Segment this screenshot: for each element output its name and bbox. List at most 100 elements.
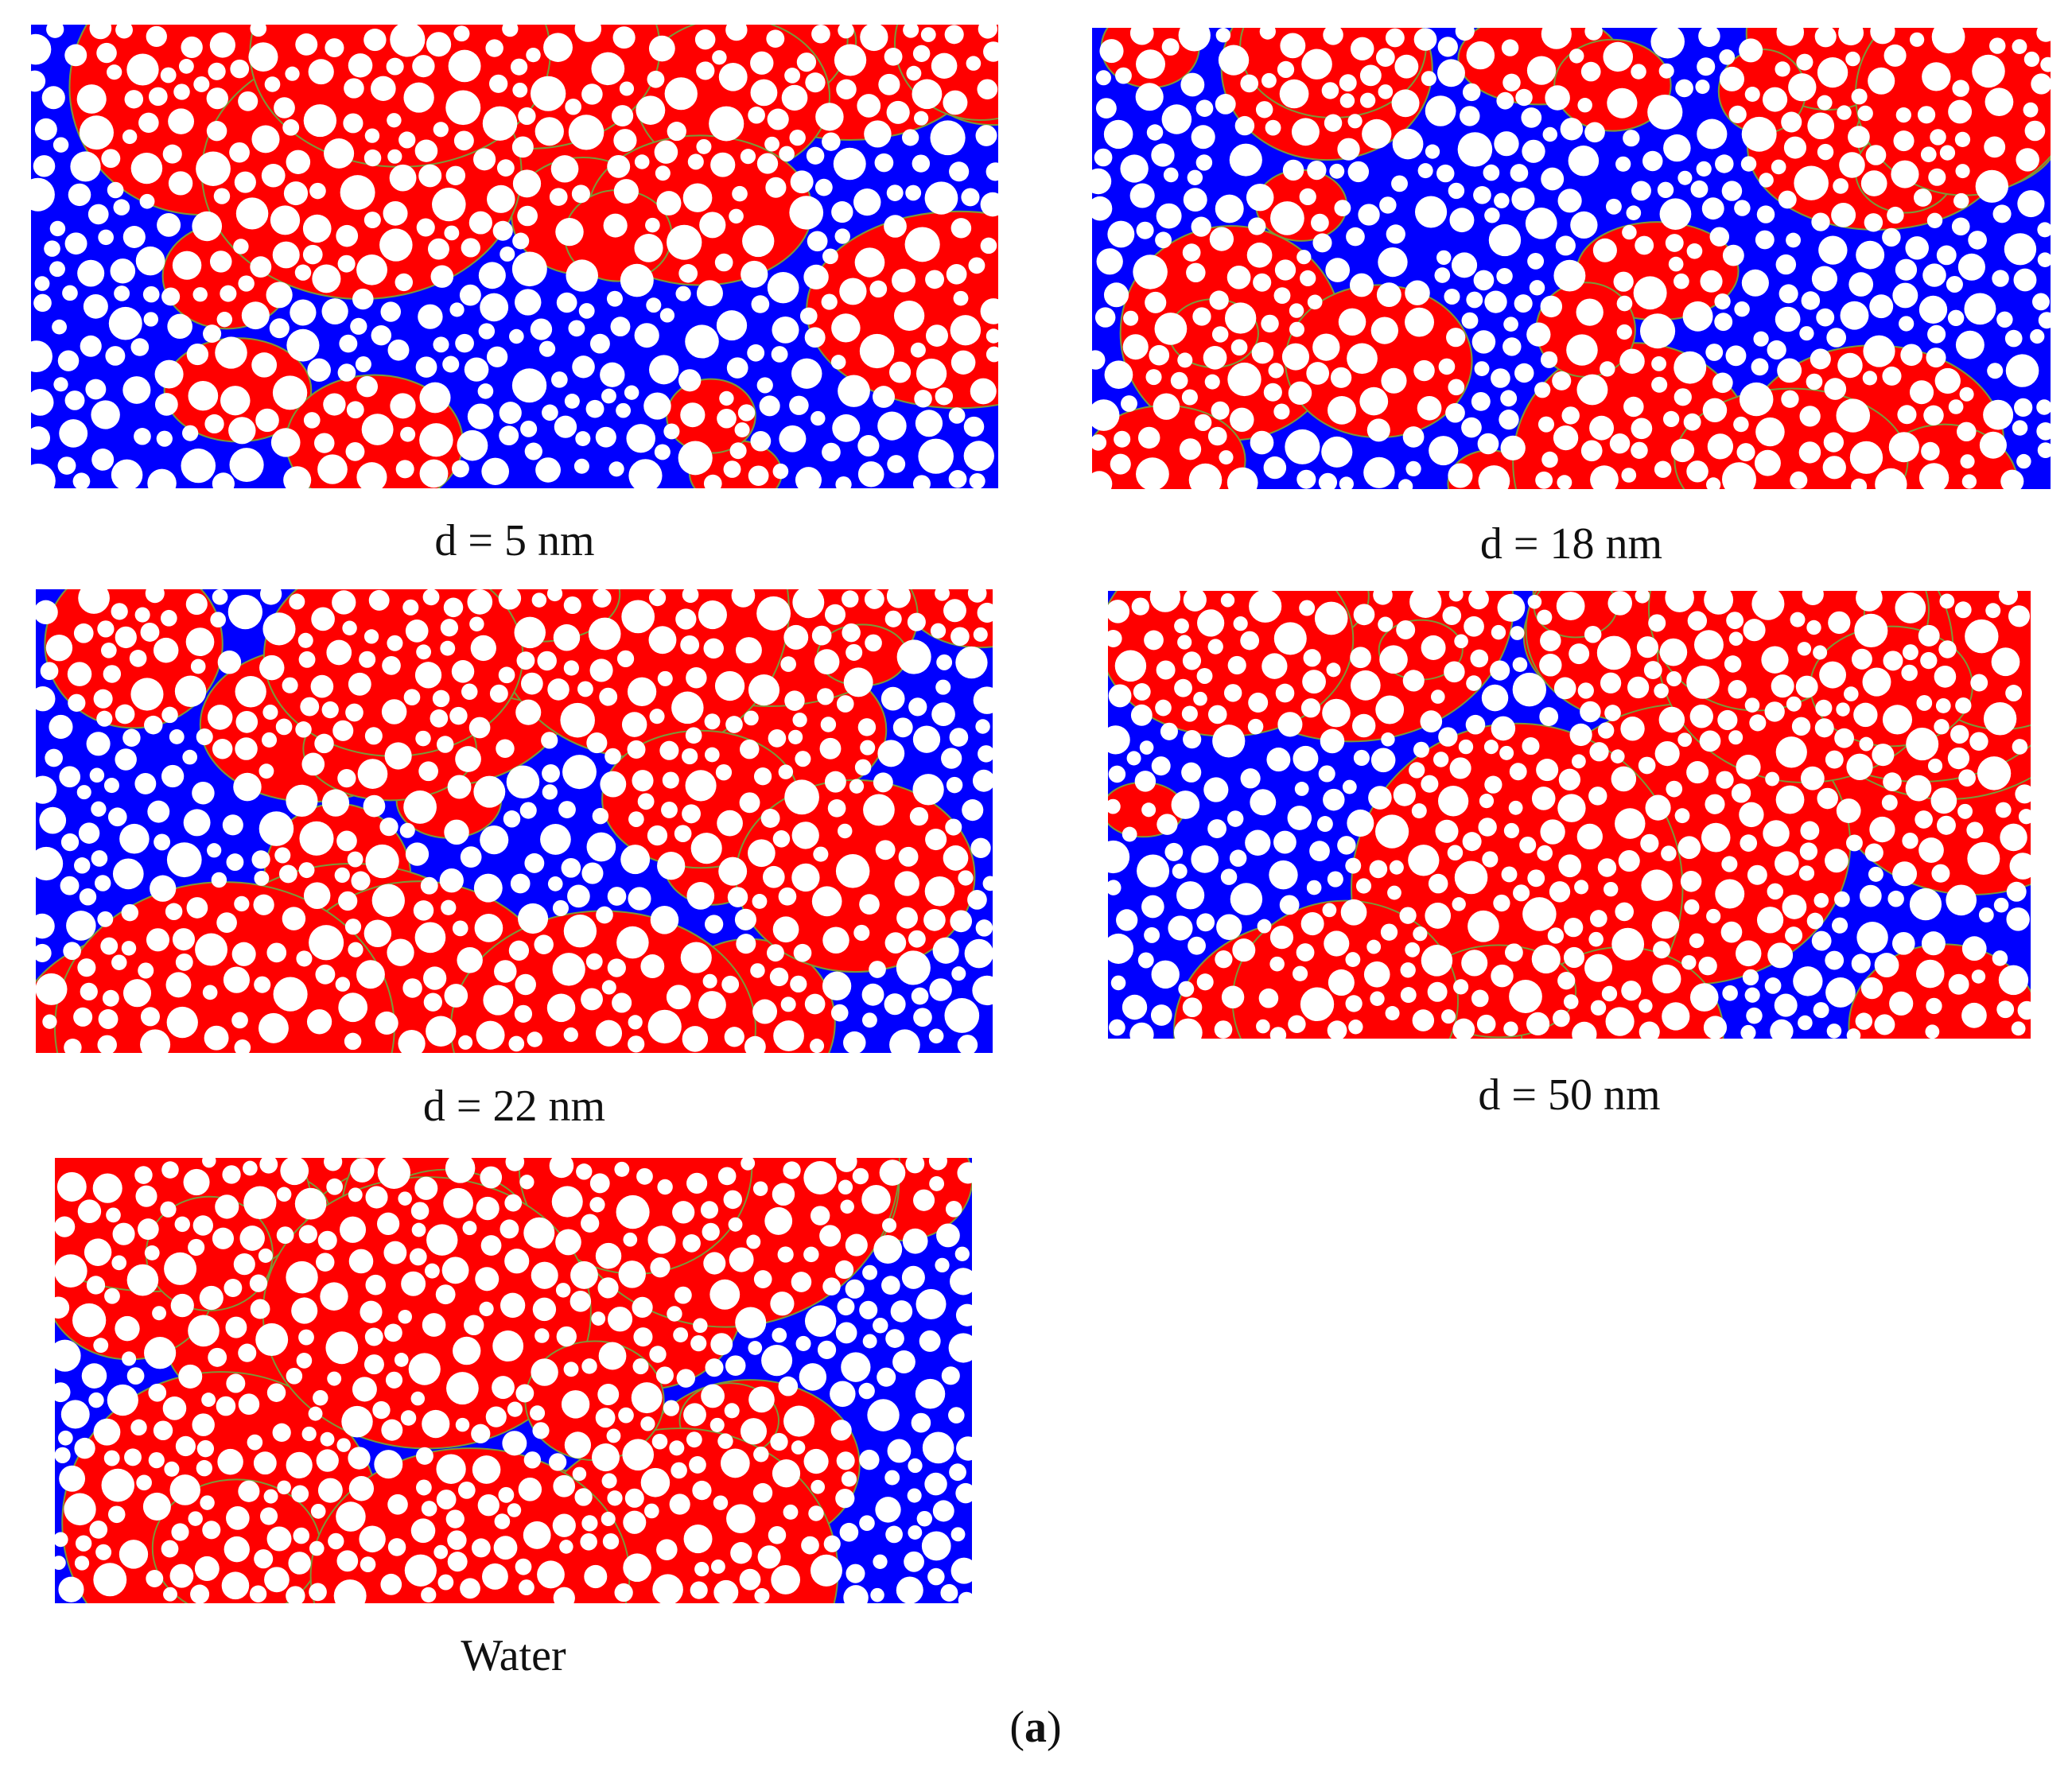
grain — [1741, 116, 1777, 152]
grain — [172, 251, 202, 280]
grain — [1531, 787, 1556, 810]
grain — [316, 1449, 339, 1472]
grain — [270, 428, 301, 457]
grain — [424, 1263, 440, 1279]
grain — [175, 1435, 196, 1457]
grain — [563, 915, 597, 948]
grain — [950, 218, 972, 239]
grain — [418, 761, 438, 782]
grain — [419, 459, 449, 488]
grain — [1444, 661, 1465, 683]
grain — [1340, 899, 1367, 926]
grain — [1807, 112, 1835, 140]
grain — [275, 718, 293, 736]
grain — [1375, 814, 1409, 849]
grain — [551, 371, 568, 388]
grain — [395, 273, 414, 292]
grain — [1939, 593, 1955, 609]
grain — [453, 130, 474, 151]
grain — [266, 942, 287, 963]
grain — [1604, 705, 1621, 721]
grain — [1448, 591, 1464, 602]
grain — [1151, 960, 1180, 989]
grain — [91, 400, 120, 429]
grain — [1220, 868, 1238, 885]
grain — [744, 710, 759, 726]
grain — [363, 629, 379, 644]
grain — [814, 649, 840, 675]
grain — [91, 850, 108, 867]
grain — [1915, 810, 1933, 829]
caption-d18: d = 18 nm — [1479, 519, 1663, 569]
grain — [784, 68, 801, 84]
grain — [202, 1158, 216, 1168]
grain — [1275, 683, 1295, 703]
grain — [1280, 33, 1306, 59]
grain — [1353, 604, 1375, 626]
grain — [1831, 203, 1856, 227]
grain — [1557, 794, 1586, 822]
grain — [1421, 71, 1436, 87]
grain — [401, 1271, 426, 1296]
grain — [884, 215, 907, 238]
grain — [907, 612, 926, 631]
grain — [101, 642, 117, 658]
grain — [140, 623, 160, 642]
grain — [1811, 212, 1830, 231]
grain — [1693, 630, 1724, 660]
grain — [254, 976, 271, 993]
grain — [1564, 917, 1584, 938]
grain — [1851, 954, 1871, 973]
grain — [1650, 28, 1685, 59]
grain — [251, 125, 280, 153]
grain — [1391, 89, 1420, 118]
grain — [951, 966, 966, 981]
grain — [667, 224, 702, 260]
grain — [64, 390, 85, 410]
grain — [1697, 118, 1728, 150]
grain — [130, 338, 150, 356]
grain — [1590, 465, 1619, 489]
grain — [175, 953, 193, 971]
grain — [1791, 717, 1811, 736]
grain — [1755, 417, 1785, 447]
grain — [581, 1358, 597, 1374]
grain — [757, 1545, 781, 1569]
grain — [657, 670, 673, 686]
grain — [859, 894, 880, 915]
grain — [1437, 59, 1465, 87]
grain — [1420, 710, 1443, 733]
grain — [1806, 912, 1824, 930]
grain — [1433, 752, 1449, 767]
grain — [209, 251, 232, 273]
grain — [561, 857, 581, 878]
grain — [161, 287, 181, 306]
grain — [1856, 921, 1888, 954]
grain — [663, 423, 680, 440]
grain — [430, 709, 449, 728]
grain — [1409, 591, 1442, 618]
grain — [940, 1583, 958, 1602]
grain — [387, 149, 402, 164]
grain — [2036, 28, 2051, 42]
grain — [678, 264, 698, 283]
grain — [1721, 856, 1738, 872]
grain — [1846, 834, 1863, 852]
grain — [908, 1458, 923, 1474]
grain — [1893, 130, 1915, 152]
grain — [1182, 651, 1202, 670]
grain — [102, 989, 119, 1007]
grain — [1657, 181, 1674, 198]
grain — [2031, 73, 2051, 95]
grain — [1321, 82, 1339, 99]
grain — [1389, 860, 1404, 875]
grain — [1195, 414, 1212, 431]
grain — [492, 220, 513, 241]
grain — [531, 592, 547, 608]
grain — [1366, 939, 1382, 954]
grain — [967, 589, 987, 603]
grain — [188, 1238, 205, 1257]
grain — [878, 73, 900, 95]
grain — [1631, 418, 1653, 440]
grain — [340, 175, 375, 210]
